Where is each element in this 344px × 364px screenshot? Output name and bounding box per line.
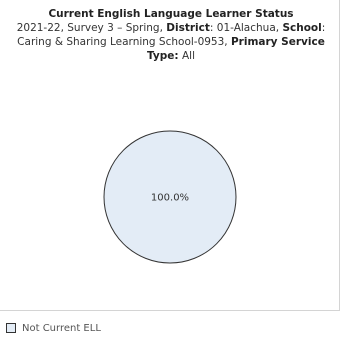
chart-title: Current English Language Learner Status: [48, 8, 294, 20]
pie-slice-label-0: 100.0%: [151, 193, 189, 204]
pie-area: 100.0%: [0, 60, 340, 310]
legend[interactable]: Not Current ELL: [6, 321, 101, 335]
chart-header: Current English Language Learner Status …: [2, 7, 340, 63]
subtitle-year-survey: 2021-22, Survey 3 – Spring,: [16, 22, 163, 34]
legend-swatch: [6, 323, 16, 333]
subtitle-district-value: : 01-Alachua,: [209, 22, 280, 34]
subtitle-service-label: Primary Service Type:: [147, 36, 325, 62]
subtitle-service-value: All: [178, 50, 195, 62]
subtitle-school-value: : Caring & Sharing Learning School-0953,: [17, 22, 326, 48]
legend-label: Not Current ELL: [22, 322, 101, 334]
pie-slice-0[interactable]: [103, 130, 237, 264]
pie-chart: 100.0%: [103, 130, 237, 264]
chart-subtitle: 2021-22, Survey 3 – Spring, District: 01…: [2, 21, 340, 63]
subtitle-school-label: School: [282, 22, 322, 34]
subtitle-district-label: District: [166, 22, 210, 34]
chart-frame: [0, 0, 340, 311]
